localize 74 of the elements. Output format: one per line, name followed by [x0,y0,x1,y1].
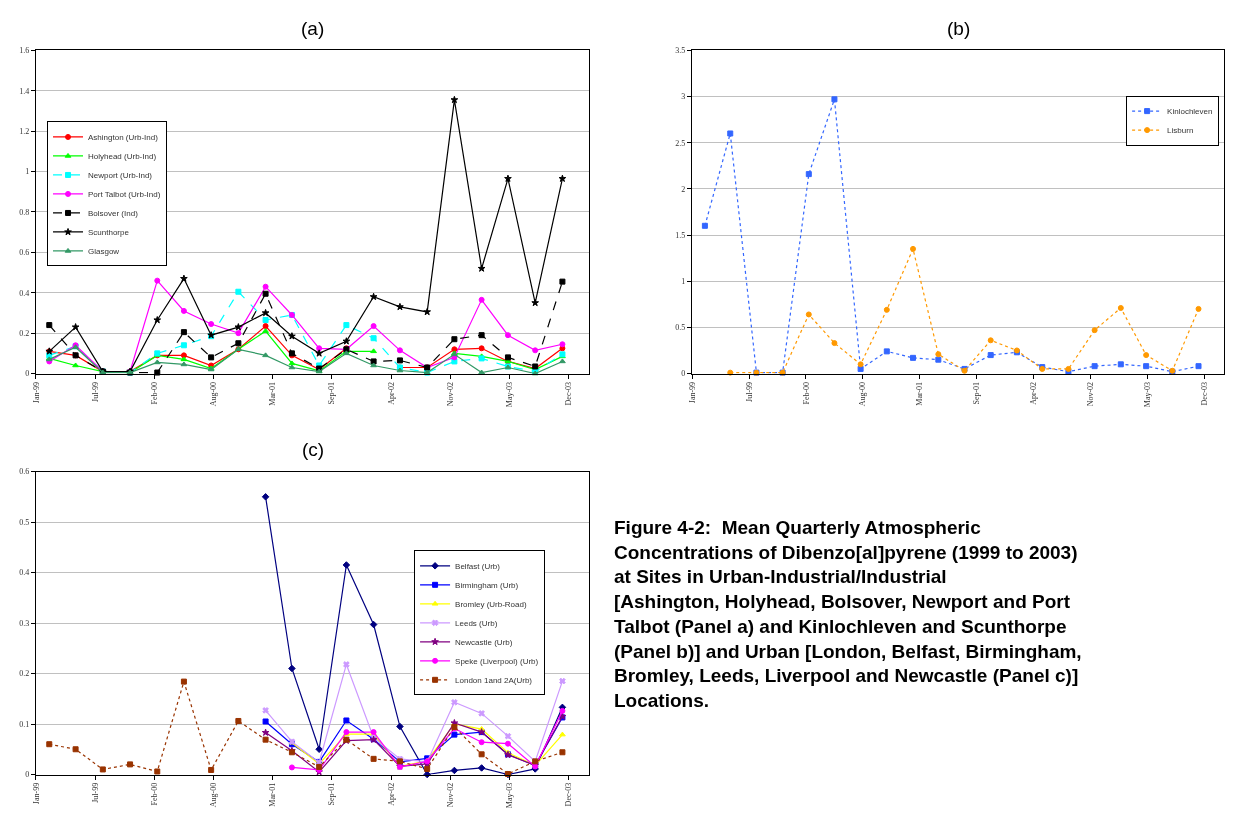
x-tick-label: Sep-01 [327,782,337,806]
x-tick-label: Aug-00 [209,782,219,808]
x-tick-label: May-03 [505,782,515,809]
y-tick-label: 0.4 [19,568,30,578]
y-tick-label: 0.5 [675,323,686,333]
y-tick-label: 0.5 [19,517,30,527]
y-tick-label: 3 [681,92,686,102]
y-tick-label: 0.2 [19,328,30,338]
legend-label: Bolsover (Ind) [88,209,139,219]
y-tick-label: 0.6 [19,467,30,477]
x-tick-label: Sep-01 [972,381,982,405]
y-tick-label: 2.5 [675,138,686,148]
y-tick-label: 1.5 [675,230,686,240]
x-tick-label: Feb-00 [801,381,811,405]
x-tick-label: Dec-03 [1200,381,1210,406]
x-tick-label: Aug-00 [209,381,219,407]
x-tick-label: Jan-99 [687,381,697,404]
legend-label: Lisburn [1167,126,1194,136]
legend-label: Holyhead (Urb-Ind) [88,152,157,162]
y-tick-label: 0.6 [19,248,30,258]
y-tick-label: 0.2 [19,669,30,679]
y-tick-label: 0.8 [19,207,30,217]
y-tick-label: 0 [25,770,30,780]
y-tick-label: 1.2 [19,126,30,136]
x-tick-label: Apr-02 [386,782,396,806]
legend-label: Leeds (Urb) [455,618,498,628]
x-tick-label: Mar-01 [268,782,278,807]
y-tick-label: 1.4 [19,86,30,96]
y-tick-label: 1.6 [19,46,30,56]
chart-title: (b) [947,18,971,39]
y-tick-label: 0.1 [19,719,30,729]
y-tick-label: 2 [681,184,686,194]
x-tick-label: Feb-00 [149,381,159,405]
x-tick-label: May-03 [505,381,515,408]
x-tick-label: Jul-99 [90,381,100,402]
x-tick-label: Dec-03 [564,782,574,807]
legend-label: London 1and 2A(Urb) [455,675,533,685]
legend-label: Newcastle (Urb) [455,637,513,647]
x-tick-label: Apr-02 [386,381,396,405]
y-tick-label: 1 [681,277,686,287]
legend-label: Scunthorpe [88,228,130,238]
x-tick-label: Jul-99 [90,782,100,803]
legend-label: Bromley (Urb-Road) [455,599,527,609]
legend-label: Birmingham (Urb) [455,580,519,590]
x-tick-label: Nov-02 [1086,381,1096,407]
x-tick-label: Jul-99 [744,381,754,402]
legend-label: Ashington (Urb-Ind) [88,133,159,143]
x-tick-label: May-03 [1143,381,1153,408]
legend-label: Glasgow [88,247,120,257]
x-tick-label: Dec-03 [564,381,574,406]
x-tick-label: Feb-00 [149,782,159,806]
y-tick-label: 0.4 [19,288,30,298]
x-tick-label: Jan-99 [31,381,41,404]
y-tick-label: 0.3 [19,618,30,628]
y-tick-label: 3.5 [675,46,686,56]
x-tick-label: Nov-02 [445,782,455,808]
x-tick-label: Apr-02 [1029,381,1039,405]
caption: Figure 4-2: Mean Quarterly Atmospheric Concentrations of Dibenzo[al]pyrene (1999 to 2003) at Sites in Urban-Industrial/Industrial [Ashington, Holyhead, Bolsover, Newport and Port Talbot (Panel a) and Kinlochleven and Scunthorpe (Panel b)] and Urban [London, Belfast, Birmingham, Bromley, Leeds, Liverpool and Newcastle (Panel c)] Locations. [614,517,1082,711]
x-tick-label: Nov-02 [445,381,455,407]
chart-title: (c) [302,439,325,460]
y-tick-label: 1 [25,167,30,177]
x-tick-label: Mar-01 [915,381,925,406]
legend-label: Kinlochleven [1167,107,1213,117]
legend-label: Belfast (Urb) [455,561,501,571]
x-tick-label: Aug-00 [858,381,868,407]
chart-title: (a) [301,18,325,39]
x-tick-label: Jan-99 [31,782,41,805]
legend-label: Port Talbot (Urb-Ind) [88,190,161,200]
y-tick-label: 0 [25,369,30,379]
legend-label: Speke (Liverpool) (Urb) [455,656,539,666]
x-tick-label: Sep-01 [327,381,337,405]
y-tick-label: 0 [681,369,686,379]
legend-label: Newport (Urb-Ind) [88,171,153,181]
x-tick-label: Mar-01 [268,381,278,406]
